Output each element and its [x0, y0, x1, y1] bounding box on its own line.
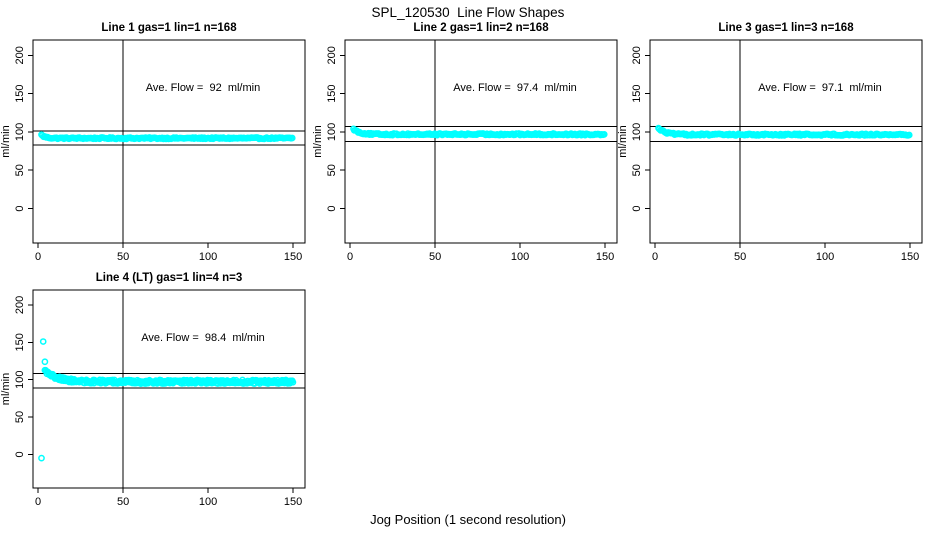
panel-2-point: [600, 131, 608, 138]
panel-4-ylabel: ml/min: [0, 373, 12, 405]
panel-4-box: [32, 289, 306, 489]
panel-2-point: [350, 125, 357, 133]
panel-1-point: [38, 131, 45, 138]
panel-1-y-tick-label: 100: [14, 123, 26, 141]
panel-3-point: [905, 131, 913, 139]
panel-4-x-tick-label: 100: [199, 496, 217, 508]
x-axis-label: Jog Position (1 second resolution): [370, 512, 566, 527]
panel-1-title: Line 1 gas=1 lin=1 n=168: [101, 22, 237, 34]
panel-4-title: Line 4 (LT) gas=1 lin=4 n=3: [96, 272, 242, 284]
panel-2-y-tick-label: 200: [326, 46, 338, 64]
panel-2-annotation: Ave. Flow = 97.4 ml/min: [453, 82, 577, 94]
panel-1-annotation: Ave. Flow = 92 ml/min: [146, 82, 260, 94]
panel-3-x-tick-label: 50: [734, 251, 746, 263]
panel-1-x-tick-label: 50: [117, 251, 129, 263]
panel-2-x-tick-label: 50: [429, 251, 441, 263]
panel-4-x-tick-label: 0: [35, 496, 41, 508]
panel-2-x-tick-label: 100: [511, 251, 529, 263]
panel-3-y-tick-label: 150: [631, 84, 643, 102]
panel-3-ylabel: ml/min: [617, 125, 629, 157]
panel-3-x-tick-label: 150: [901, 251, 919, 263]
panel-1-y-tick-label: 50: [14, 164, 26, 176]
panel-2-ylabel: ml/min: [312, 125, 324, 157]
panel-3-y-tick-label: 0: [631, 205, 643, 211]
panel-1-x-tick-label: 100: [199, 251, 217, 263]
chart-title: SPL_120530 Line Flow Shapes: [371, 5, 565, 20]
panel-4-x-tick-label: 150: [284, 496, 302, 508]
panel-3-x-tick-label: 100: [816, 251, 834, 263]
panel-1-y-tick-label: 150: [14, 84, 26, 102]
panel-1-y-tick-label: 200: [14, 46, 26, 64]
panel-2-y-tick-label: 100: [326, 123, 338, 141]
panel-4-point: [39, 338, 47, 345]
panel-3-y-tick-label: 100: [631, 123, 643, 141]
panel-2-y-tick-label: 50: [326, 164, 338, 176]
panel-4-x-tick-label: 50: [117, 496, 129, 508]
panel-3-annotation: Ave. Flow = 97.1 ml/min: [758, 82, 882, 94]
panel-2-x-tick-label: 150: [596, 251, 614, 263]
panel-3-title: Line 3 gas=1 lin=3 n=168: [718, 22, 854, 34]
panel-3-point: [655, 124, 662, 132]
panel-4-y-tick-label: 50: [14, 411, 26, 423]
panel-4-y-tick-label: 0: [14, 451, 26, 457]
panel-1-x-tick-label: 150: [284, 251, 302, 263]
panel-4-y-tick-label: 200: [14, 296, 26, 314]
panel-4-point: [289, 378, 297, 386]
panel-1-box: [32, 39, 306, 244]
panel-1-y-tick-label: 0: [14, 205, 26, 211]
panel-4-point: [38, 454, 45, 462]
panel-1-x-tick-label: 0: [35, 251, 41, 263]
panel-4-y-tick-label: 150: [14, 333, 26, 351]
panel-1-point: [288, 134, 296, 142]
panel-3-x-tick-label: 0: [652, 251, 658, 263]
panel-3-y-tick-label: 200: [631, 46, 643, 64]
panel-4-point: [41, 358, 49, 366]
panel-2-y-tick-label: 0: [326, 205, 338, 211]
panel-2-y-tick-label: 150: [326, 84, 338, 102]
panel-3-y-tick-label: 50: [631, 164, 643, 176]
panel-4-annotation: Ave. Flow = 98.4 ml/min: [141, 332, 265, 344]
panel-1-ylabel: ml/min: [0, 125, 12, 157]
panel-2-title: Line 2 gas=1 lin=2 n=168: [413, 22, 549, 34]
panel-2-x-tick-label: 0: [347, 251, 353, 263]
panel-4-y-tick-label: 100: [14, 370, 26, 388]
